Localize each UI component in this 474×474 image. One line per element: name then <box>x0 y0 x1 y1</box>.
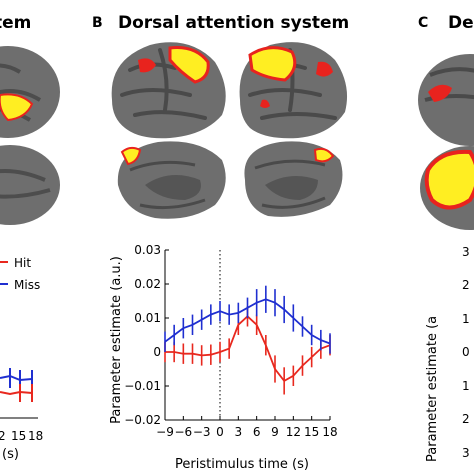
right-ytick-5: 2 <box>462 412 470 426</box>
panel-c-title: De <box>448 13 474 33</box>
right-ytick-6: 3 <box>462 446 470 460</box>
left-panel-title: tem <box>0 13 31 33</box>
brain-medial-left-hemisphere <box>117 141 226 219</box>
y-tick-label: 0 <box>153 345 161 359</box>
activation-medial-left <box>120 146 142 166</box>
right-activation-lateral <box>428 84 452 102</box>
legend-miss-label: Miss <box>14 278 40 292</box>
panel-b-title: Dorsal attention system <box>118 13 349 33</box>
chart-y-axis-label: Parameter estimate (a.u.) <box>109 256 124 424</box>
x-tick-label: 3 <box>235 425 243 439</box>
activation-ips-right <box>248 46 297 82</box>
brain-lateral-right-hemisphere <box>239 42 348 139</box>
x-tick-label: 6 <box>253 425 261 439</box>
right-ytick-2: 1 <box>462 312 470 326</box>
panel-c-letter: C <box>418 15 428 31</box>
series-miss <box>164 285 331 354</box>
series-line-miss <box>164 298 331 345</box>
chart-x-axis-label: Peristimulus time (s) <box>175 457 309 472</box>
y-tick-label: 0.02 <box>134 277 161 291</box>
x-tick-label: −9 <box>156 425 174 439</box>
right-ytick-3: 0 <box>462 345 470 359</box>
right-ytick-1: 2 <box>462 278 470 292</box>
left-activation-lateral <box>0 93 34 122</box>
panel-b-letter: B <box>92 15 103 31</box>
activation-medial-right <box>313 147 335 163</box>
x-tick-label: 18 <box>322 425 337 439</box>
x-tick-label: −6 <box>174 425 192 439</box>
right-ytick-4: 1 <box>462 379 470 393</box>
chart-series <box>164 285 331 395</box>
left-tick-18: 18 <box>28 429 43 443</box>
series-hit <box>164 306 331 395</box>
left-plot-remnant: Hit Miss 2 15 18 (s) <box>0 256 43 462</box>
left-brain-medial <box>0 145 60 225</box>
left-tick-15: 15 <box>11 429 26 443</box>
x-tick-label: 15 <box>304 425 319 439</box>
activation-fef-left <box>138 58 156 73</box>
y-tick-label: 0.01 <box>134 311 161 325</box>
chart-axes <box>164 250 330 421</box>
brain-lateral-left-hemisphere <box>111 42 226 139</box>
activation-ips-left <box>168 46 210 84</box>
brain-medial-right-hemisphere <box>244 141 343 217</box>
y-tick-label: 0.03 <box>134 243 161 257</box>
x-tick-label: 9 <box>271 425 279 439</box>
right-ytick-0: 3 <box>462 245 470 259</box>
y-tick-label: −0.01 <box>124 379 161 393</box>
activation-fef-right <box>316 61 333 77</box>
left-brain-lateral <box>0 46 60 138</box>
left-xlabel-fragment: (s) <box>2 447 19 462</box>
right-brain-lateral <box>418 54 474 146</box>
y-tick-label: −0.02 <box>124 413 161 427</box>
x-tick-label: −3 <box>193 425 211 439</box>
right-activation-medial <box>424 149 474 210</box>
x-tick-label: 0 <box>216 425 224 439</box>
left-tick-12: 2 <box>0 429 6 443</box>
right-ylabel-fragment: Parameter estimate (a <box>425 316 440 462</box>
right-plot-remnant: Parameter estimate (a 3 2 1 0 1 2 3 <box>425 245 470 462</box>
right-brain-medial <box>420 146 474 230</box>
legend-hit-label: Hit <box>14 256 31 270</box>
x-tick-label: 12 <box>286 425 301 439</box>
